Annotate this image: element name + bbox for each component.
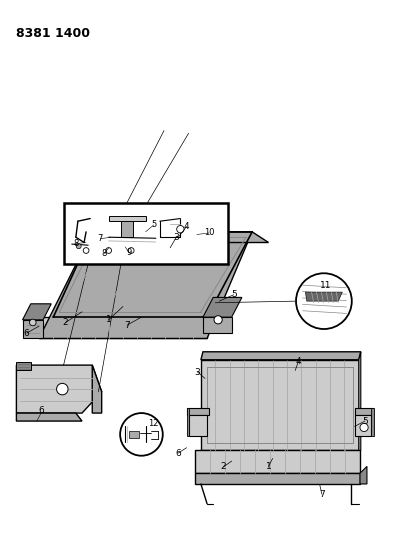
- Polygon shape: [16, 413, 82, 421]
- Text: 7: 7: [97, 235, 103, 243]
- Circle shape: [56, 383, 68, 395]
- Polygon shape: [354, 408, 372, 415]
- Polygon shape: [92, 365, 101, 413]
- Polygon shape: [200, 360, 358, 450]
- Circle shape: [213, 316, 222, 324]
- Text: 4: 4: [295, 357, 301, 366]
- Text: 2: 2: [63, 318, 68, 327]
- Text: 3: 3: [173, 233, 179, 241]
- Polygon shape: [16, 365, 101, 413]
- Polygon shape: [359, 466, 366, 484]
- Text: 1: 1: [265, 462, 271, 471]
- Polygon shape: [108, 216, 145, 221]
- Text: 6: 6: [38, 406, 44, 415]
- Text: 9: 9: [126, 248, 131, 257]
- Text: 6: 6: [175, 449, 181, 457]
- Circle shape: [359, 423, 367, 432]
- Polygon shape: [358, 352, 360, 450]
- Polygon shape: [129, 431, 138, 438]
- Polygon shape: [305, 292, 342, 301]
- Polygon shape: [39, 317, 207, 338]
- Polygon shape: [186, 408, 189, 436]
- Polygon shape: [194, 473, 359, 484]
- Text: 8: 8: [73, 239, 79, 248]
- Text: 8381 1400: 8381 1400: [16, 27, 90, 39]
- Text: 5: 5: [361, 417, 367, 425]
- Text: 12: 12: [148, 419, 159, 428]
- Text: 4: 4: [183, 222, 189, 231]
- Polygon shape: [22, 320, 43, 338]
- FancyBboxPatch shape: [63, 203, 227, 264]
- Circle shape: [120, 413, 162, 456]
- Polygon shape: [22, 304, 51, 320]
- Circle shape: [176, 225, 184, 233]
- Polygon shape: [92, 232, 268, 243]
- Text: 5: 5: [230, 290, 236, 299]
- Polygon shape: [200, 352, 360, 360]
- Polygon shape: [370, 408, 373, 436]
- Circle shape: [128, 248, 134, 253]
- Circle shape: [83, 248, 89, 253]
- Polygon shape: [186, 408, 209, 415]
- Circle shape: [295, 273, 351, 329]
- Polygon shape: [202, 297, 241, 317]
- Polygon shape: [194, 450, 359, 473]
- Text: 6: 6: [24, 329, 29, 337]
- Text: 1: 1: [106, 316, 111, 324]
- Text: 7: 7: [124, 321, 130, 329]
- Text: 10: 10: [203, 229, 214, 237]
- Circle shape: [106, 248, 111, 253]
- Text: 7: 7: [318, 490, 324, 498]
- Polygon shape: [202, 317, 231, 333]
- Circle shape: [29, 319, 36, 326]
- Text: 5: 5: [151, 221, 156, 229]
- Text: 11: 11: [319, 281, 331, 289]
- Text: 8: 8: [101, 249, 107, 258]
- Text: 3: 3: [194, 368, 200, 376]
- Polygon shape: [16, 362, 31, 370]
- Polygon shape: [189, 415, 207, 436]
- Polygon shape: [53, 232, 252, 317]
- Polygon shape: [354, 415, 370, 436]
- Polygon shape: [121, 221, 133, 237]
- Text: 2: 2: [220, 463, 226, 471]
- Polygon shape: [39, 232, 252, 338]
- Circle shape: [76, 244, 81, 249]
